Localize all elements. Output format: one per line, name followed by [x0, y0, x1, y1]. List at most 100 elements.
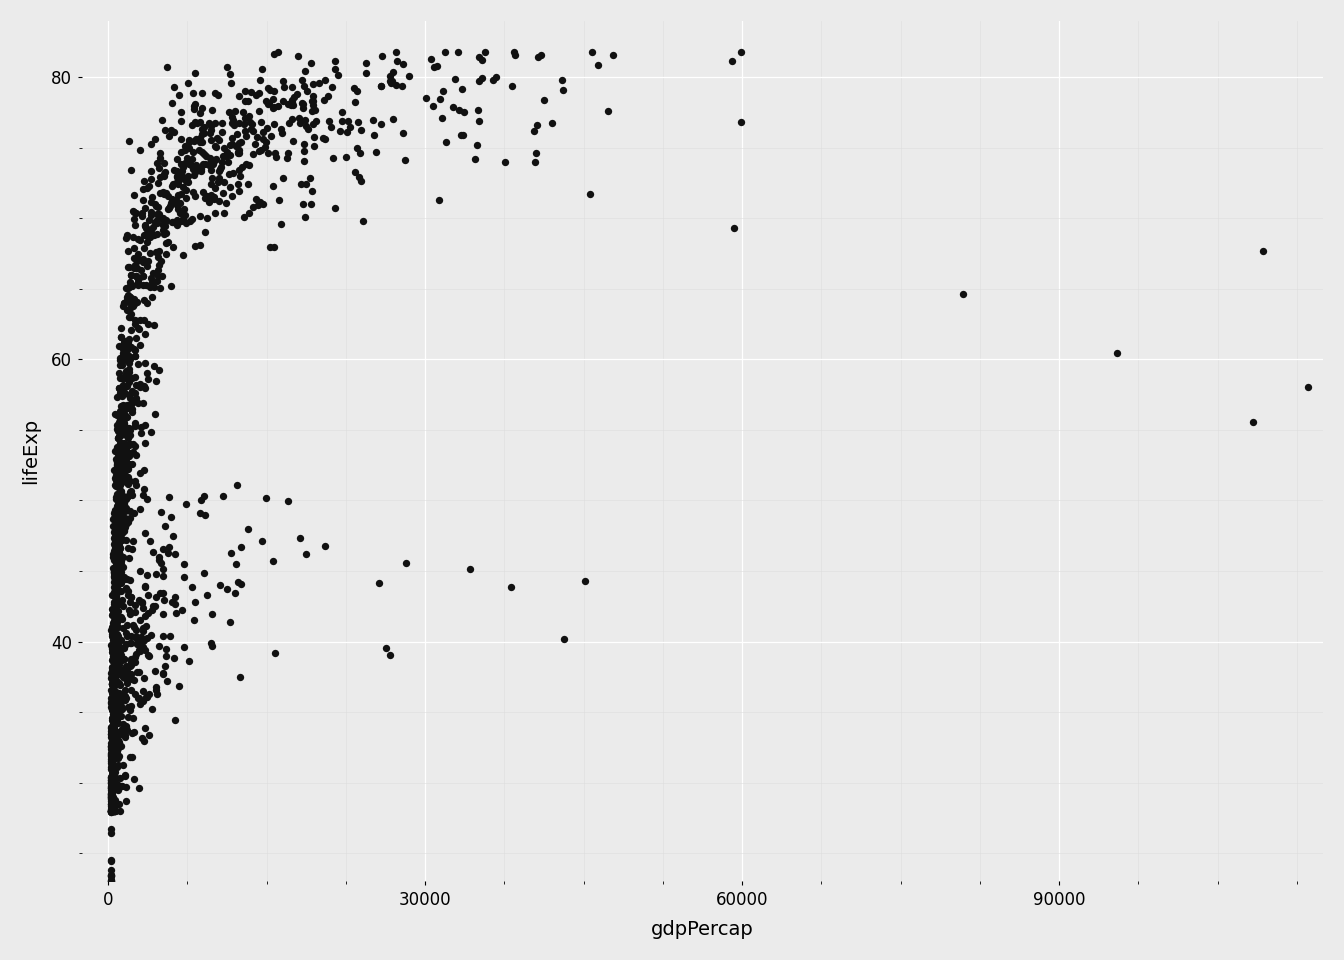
Point — [169, 87, 191, 103]
Point — [302, 93, 324, 108]
Point — [302, 116, 324, 132]
Point — [108, 466, 129, 481]
Point — [129, 643, 151, 659]
Point — [391, 78, 413, 93]
Point — [113, 436, 134, 451]
Point — [128, 231, 149, 247]
Point — [263, 83, 285, 98]
Point — [219, 614, 241, 630]
Point — [102, 605, 124, 620]
Point — [110, 548, 132, 564]
Point — [122, 709, 144, 725]
Point — [102, 640, 124, 656]
Point — [133, 693, 155, 708]
Point — [110, 569, 132, 585]
Point — [190, 208, 211, 224]
Point — [101, 696, 122, 711]
Point — [106, 522, 128, 538]
Point — [132, 624, 153, 639]
Point — [224, 104, 246, 119]
Point — [105, 566, 126, 582]
Point — [109, 441, 130, 456]
Point — [296, 177, 317, 192]
Point — [247, 197, 269, 212]
Point — [302, 88, 324, 104]
Point — [122, 724, 144, 739]
Point — [133, 312, 155, 327]
Point — [103, 648, 125, 663]
Point — [146, 206, 168, 222]
Point — [110, 540, 132, 556]
Point — [153, 213, 175, 228]
Point — [116, 501, 137, 516]
Point — [270, 121, 292, 136]
Point — [109, 421, 130, 437]
Point — [108, 501, 129, 516]
Point — [184, 97, 206, 112]
Point — [228, 88, 250, 104]
Point — [153, 586, 175, 601]
Point — [102, 700, 124, 715]
Point — [124, 348, 145, 364]
Point — [99, 770, 121, 785]
Point — [152, 561, 173, 576]
Point — [105, 708, 126, 724]
Point — [101, 803, 122, 818]
Point — [99, 773, 121, 788]
Point — [103, 569, 125, 585]
Point — [450, 128, 472, 143]
Point — [114, 495, 136, 511]
Point — [102, 680, 124, 695]
Point — [540, 115, 562, 131]
Point — [108, 532, 129, 547]
Point — [379, 647, 401, 662]
Point — [105, 635, 126, 650]
Point — [730, 44, 751, 60]
Point — [230, 134, 251, 150]
Point — [103, 743, 125, 758]
Point — [122, 505, 144, 520]
Point — [117, 588, 138, 603]
Point — [99, 874, 121, 889]
Point — [102, 692, 124, 708]
Point — [102, 628, 124, 643]
Point — [121, 323, 142, 338]
Point — [113, 598, 134, 613]
Point — [99, 769, 121, 784]
Point — [105, 515, 126, 530]
Point — [146, 249, 168, 264]
Point — [145, 214, 167, 229]
Point — [105, 611, 126, 626]
Point — [105, 588, 126, 603]
Point — [246, 87, 267, 103]
Point — [167, 170, 188, 185]
Point — [314, 539, 336, 554]
Point — [191, 162, 212, 178]
Point — [101, 867, 122, 882]
Point — [106, 652, 128, 667]
Point — [214, 205, 235, 221]
Point — [128, 691, 149, 707]
Point — [116, 453, 137, 468]
Point — [102, 660, 124, 675]
Point — [262, 91, 284, 107]
Point — [102, 684, 124, 700]
Point — [153, 665, 175, 681]
Point — [108, 535, 129, 550]
Point — [125, 330, 146, 346]
Point — [99, 853, 121, 869]
Point — [109, 538, 130, 553]
Point — [108, 619, 129, 635]
Point — [118, 274, 140, 289]
Point — [105, 588, 126, 604]
Point — [234, 116, 255, 132]
Point — [108, 517, 129, 533]
Point — [105, 524, 126, 540]
Point — [113, 336, 134, 351]
Point — [207, 131, 228, 146]
Point — [124, 439, 145, 454]
Point — [105, 668, 126, 684]
Point — [114, 407, 136, 422]
Point — [108, 519, 129, 535]
Point — [133, 482, 155, 497]
